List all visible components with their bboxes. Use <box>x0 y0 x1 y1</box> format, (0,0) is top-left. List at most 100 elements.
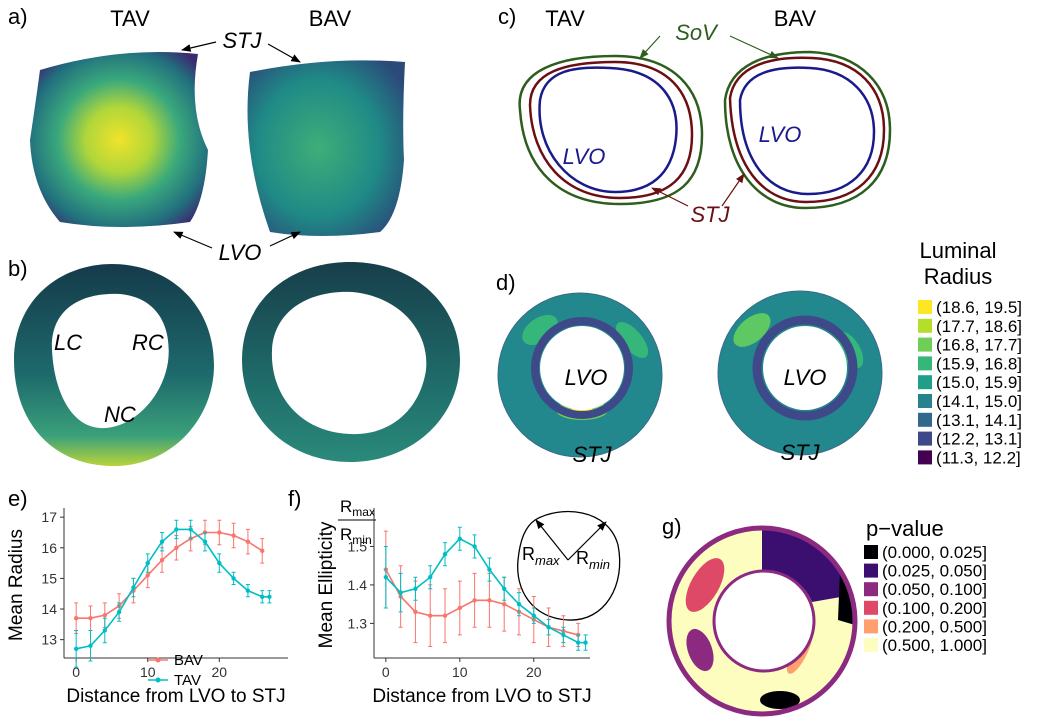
sov-contour <box>723 50 892 210</box>
y-tick-label: 1.4 <box>348 577 368 593</box>
arrow <box>269 231 301 247</box>
point <box>575 640 581 645</box>
legend-label: (0.000, 0.025] <box>882 543 987 562</box>
symbol: R <box>576 548 589 568</box>
fraction-denominator: Rmin <box>340 525 372 547</box>
legend-label: (13.1, 14.1] <box>936 411 1022 430</box>
y-tick-label: 17 <box>41 509 57 525</box>
point <box>501 601 507 607</box>
point <box>457 605 463 611</box>
legend-label: TAV <box>174 672 201 689</box>
annotation: STJ <box>572 442 612 467</box>
legend-swatch <box>864 582 878 597</box>
arrow <box>729 35 779 59</box>
point <box>159 557 165 563</box>
point <box>131 585 136 590</box>
legend-swatch <box>918 431 932 446</box>
annotation: LVO <box>565 365 608 390</box>
legend-label: (12.2, 13.1] <box>936 430 1022 449</box>
point <box>260 548 265 554</box>
x-tick-label: 0 <box>382 664 390 680</box>
point <box>159 539 165 544</box>
point <box>245 588 251 593</box>
legend-label: (0.025, 0.050] <box>882 562 987 581</box>
legend-label: (0.200, 0.500] <box>882 617 987 636</box>
series-line <box>385 569 579 636</box>
y-tick-label: 13 <box>41 632 57 648</box>
panel-title: TAV <box>545 6 585 31</box>
legend-label: (18.6, 19.5] <box>936 298 1022 317</box>
legend-label: (11.3, 12.2] <box>936 448 1021 467</box>
x-tick-label: 20 <box>212 664 228 680</box>
legend-label: (15.9, 16.8] <box>936 354 1022 373</box>
panel-label: a) <box>8 4 28 29</box>
annotation: RC <box>132 330 164 355</box>
panel-label: f) <box>288 486 301 511</box>
bav-surface <box>247 60 405 237</box>
annotation: LVO <box>219 240 262 265</box>
legend-swatch <box>918 356 932 371</box>
point <box>546 625 551 630</box>
inset-label: Rmin <box>576 548 610 572</box>
legend-swatch <box>918 450 932 465</box>
point <box>174 527 179 532</box>
point <box>174 545 179 550</box>
x-axis-label: Distance from LVO to STJ <box>372 686 591 707</box>
inset: Rmax Rmin <box>517 510 621 621</box>
legend-swatch <box>918 375 932 390</box>
point <box>516 601 522 607</box>
annotation: NC <box>104 402 136 427</box>
inset-ellipse <box>517 510 621 621</box>
point <box>472 598 477 603</box>
point <box>188 527 193 532</box>
panel-label: b) <box>8 256 28 281</box>
p-value-ring <box>666 525 858 717</box>
stj-contour <box>728 56 886 204</box>
panel-title: TAV <box>110 6 150 31</box>
x-tick-label: 0 <box>72 664 80 680</box>
legend-swatch <box>864 600 878 615</box>
legend-swatch <box>864 563 878 578</box>
panel-title: BAV <box>774 6 817 31</box>
annotation: STJ <box>780 440 820 465</box>
point <box>442 613 448 618</box>
point <box>428 575 433 580</box>
fraction-numerator: Rmax <box>340 497 375 519</box>
point <box>267 594 272 599</box>
arrow <box>639 35 661 59</box>
point <box>73 646 79 652</box>
point <box>501 586 507 591</box>
arrow <box>721 173 745 207</box>
annotation: LC <box>54 330 82 355</box>
point <box>102 612 107 618</box>
point <box>88 643 93 648</box>
lvo-contour <box>538 66 678 194</box>
legend-label: (0.050, 0.100] <box>882 580 987 599</box>
legend-title: Luminal <box>919 238 996 263</box>
point <box>102 628 107 633</box>
legend: Luminal Radius (18.6, 19.5](17.7, 18.6](… <box>918 238 1022 467</box>
legend-title: Radius <box>924 264 992 289</box>
x-tick-label: 10 <box>140 664 156 680</box>
subscript: min <box>589 557 610 572</box>
legend-label: (16.8, 17.7] <box>936 336 1022 355</box>
legend-marker <box>155 657 161 663</box>
point <box>428 613 433 618</box>
point <box>583 640 588 645</box>
arrow <box>173 231 213 249</box>
tav-ring <box>14 264 214 467</box>
subscript: max <box>352 505 375 519</box>
point <box>145 560 150 566</box>
legend-marker <box>155 677 161 683</box>
annotation: STJ <box>222 28 262 53</box>
arrow <box>567 521 607 561</box>
legend-swatch <box>918 412 932 427</box>
inset-label: Rmax <box>522 544 560 568</box>
legend-swatch <box>918 300 932 314</box>
annotation: STJ <box>690 202 730 227</box>
arrow <box>535 519 569 561</box>
point <box>73 616 79 621</box>
legend-swatch <box>918 394 932 408</box>
symbol: R <box>522 544 535 564</box>
